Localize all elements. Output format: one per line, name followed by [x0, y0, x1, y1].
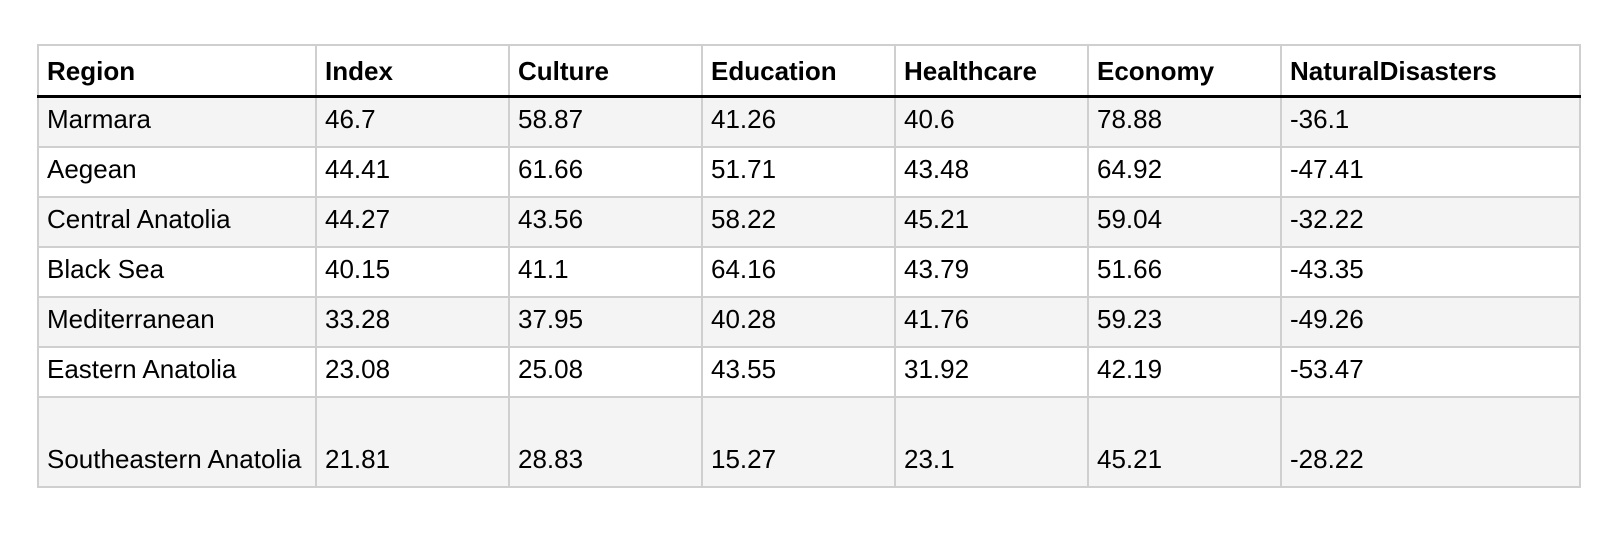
table-cell-naturaldisasters: -32.22	[1280, 195, 1581, 248]
table-cell-region: Aegean	[37, 145, 317, 198]
table-row: Eastern Anatolia 23.08 25.08 43.55 31.92 42.1…	[37, 345, 1581, 398]
table-cell-economy: 59.04	[1087, 195, 1282, 248]
table-cell-index: 44.41	[315, 145, 510, 198]
table-cell-healthcare: 31.92	[894, 345, 1089, 398]
table-cell-naturaldisasters: -28.22	[1280, 395, 1581, 488]
table-cell-healthcare: 45.21	[894, 195, 1089, 248]
table-cell-economy: 59.23	[1087, 295, 1282, 348]
table-cell-region: Eastern Anatolia	[37, 345, 317, 398]
table-cell-healthcare: 43.48	[894, 145, 1089, 198]
table-cell-culture: 25.08	[508, 345, 703, 398]
table-cell-healthcare: 23.1	[894, 395, 1089, 488]
table-row: Black Sea 40.15 41.1 64.16 43.79 51.66 -43.35	[37, 245, 1581, 298]
column-header-economy: Economy	[1087, 44, 1282, 98]
table-cell-culture: 43.56	[508, 195, 703, 248]
table-cell-economy: 78.88	[1087, 95, 1282, 148]
table-cell-region: Mediterranean	[37, 295, 317, 348]
table-cell-culture: 61.66	[508, 145, 703, 198]
column-header-education: Education	[701, 44, 896, 98]
table-cell-region: Black Sea	[37, 245, 317, 298]
table-cell-naturaldisasters: -49.26	[1280, 295, 1581, 348]
table-body: Marmara 46.7 58.87 41.26 40.6 78.88 -36.1 Aegea…	[37, 95, 1581, 488]
table-cell-region: Marmara	[37, 95, 317, 148]
table-cell-healthcare: 43.79	[894, 245, 1089, 298]
table-cell-index: 40.15	[315, 245, 510, 298]
column-header-index: Index	[315, 44, 510, 98]
table-cell-culture: 37.95	[508, 295, 703, 348]
table-cell-region: Southeastern Anatolia	[37, 395, 317, 488]
column-header-healthcare: Healthcare	[894, 44, 1089, 98]
table-row: Marmara 46.7 58.87 41.26 40.6 78.88 -36.1	[37, 95, 1581, 148]
table-cell-index: 23.08	[315, 345, 510, 398]
table-cell-naturaldisasters: -43.35	[1280, 245, 1581, 298]
table-cell-economy: 51.66	[1087, 245, 1282, 298]
column-header-naturaldisasters: NaturalDisasters	[1280, 44, 1581, 98]
table-cell-naturaldisasters: -53.47	[1280, 345, 1581, 398]
table-cell-education: 15.27	[701, 395, 896, 488]
table-cell-culture: 28.83	[508, 395, 703, 488]
table-cell-education: 64.16	[701, 245, 896, 298]
table-row: Central Anatolia 44.27 43.56 58.22 45.21 59.0…	[37, 195, 1581, 248]
table-cell-index: 21.81	[315, 395, 510, 488]
table-cell-region: Central Anatolia	[37, 195, 317, 248]
table-cell-index: 33.28	[315, 295, 510, 348]
data-table: Region Index Culture Education Healthcare Eco…	[37, 44, 1581, 488]
table-cell-culture: 41.1	[508, 245, 703, 298]
table-cell-healthcare: 41.76	[894, 295, 1089, 348]
table-cell-education: 41.26	[701, 95, 896, 148]
column-header-region: Region	[37, 44, 317, 98]
table-cell-education: 58.22	[701, 195, 896, 248]
table-row: Southeastern Anatolia 21.81 28.83 15.27 23.1…	[37, 395, 1581, 488]
table-cell-naturaldisasters: -36.1	[1280, 95, 1581, 148]
table-cell-education: 43.55	[701, 345, 896, 398]
column-header-culture: Culture	[508, 44, 703, 98]
table-cell-naturaldisasters: -47.41	[1280, 145, 1581, 198]
table-row: Mediterranean 33.28 37.95 40.28 41.76 59.23 -4…	[37, 295, 1581, 348]
table-cell-index: 46.7	[315, 95, 510, 148]
table-cell-economy: 42.19	[1087, 345, 1282, 398]
table-cell-culture: 58.87	[508, 95, 703, 148]
header-row: Region Index Culture Education Healthcare Eco…	[37, 44, 1581, 98]
table-row: Aegean 44.41 61.66 51.71 43.48 64.92 -47.41	[37, 145, 1581, 198]
table-cell-healthcare: 40.6	[894, 95, 1089, 148]
table-cell-index: 44.27	[315, 195, 510, 248]
table-cell-economy: 45.21	[1087, 395, 1282, 488]
table-cell-education: 40.28	[701, 295, 896, 348]
table-cell-education: 51.71	[701, 145, 896, 198]
table-cell-economy: 64.92	[1087, 145, 1282, 198]
